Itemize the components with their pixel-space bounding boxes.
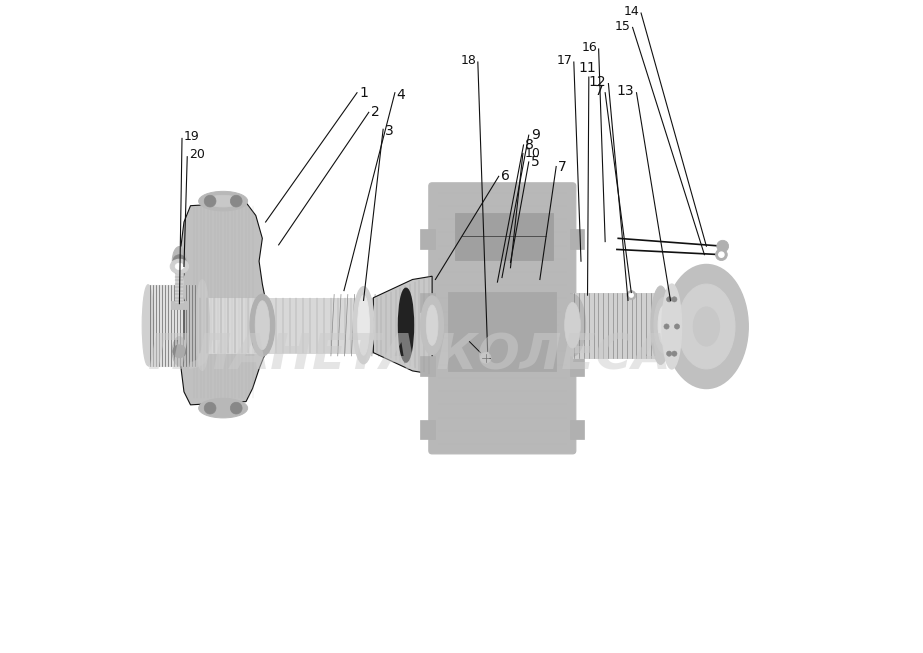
Ellipse shape <box>173 337 186 366</box>
Circle shape <box>204 402 216 414</box>
Text: 9: 9 <box>531 128 540 142</box>
Ellipse shape <box>142 285 154 366</box>
Text: 18: 18 <box>461 54 476 67</box>
Ellipse shape <box>358 295 369 355</box>
Text: 11: 11 <box>578 61 595 75</box>
Text: 12: 12 <box>589 74 606 89</box>
Circle shape <box>675 324 679 329</box>
Text: 4: 4 <box>396 88 405 102</box>
Circle shape <box>231 195 242 207</box>
FancyBboxPatch shape <box>429 183 576 454</box>
Ellipse shape <box>195 279 210 371</box>
Circle shape <box>664 324 669 329</box>
Ellipse shape <box>255 300 270 350</box>
Ellipse shape <box>662 284 681 369</box>
Circle shape <box>672 351 677 357</box>
Text: 10: 10 <box>525 147 541 160</box>
Circle shape <box>173 255 186 268</box>
Text: 13: 13 <box>617 84 634 98</box>
Text: 1: 1 <box>360 86 368 100</box>
Circle shape <box>666 296 672 302</box>
Polygon shape <box>181 202 266 405</box>
Ellipse shape <box>402 293 417 358</box>
Ellipse shape <box>250 294 275 357</box>
Circle shape <box>629 293 633 297</box>
Text: 7: 7 <box>594 84 604 99</box>
Text: 2: 2 <box>371 105 380 119</box>
Ellipse shape <box>426 305 438 345</box>
Bar <box>449 292 557 371</box>
Ellipse shape <box>658 306 670 345</box>
Text: 7: 7 <box>558 159 567 174</box>
Bar <box>455 213 553 260</box>
Ellipse shape <box>173 246 186 276</box>
Bar <box>569 293 584 312</box>
Ellipse shape <box>559 294 585 357</box>
Circle shape <box>481 353 491 363</box>
Bar <box>420 356 435 375</box>
Text: ПЛАНЕТА КОЛЕСА: ПЛАНЕТА КОЛЕСА <box>148 332 671 380</box>
Text: 8: 8 <box>525 138 534 152</box>
Bar <box>148 285 197 366</box>
Polygon shape <box>373 276 432 374</box>
Ellipse shape <box>399 289 414 362</box>
Bar <box>569 420 584 439</box>
Bar <box>175 274 184 302</box>
Circle shape <box>231 402 242 414</box>
Text: 5: 5 <box>531 155 539 169</box>
Ellipse shape <box>565 302 581 348</box>
Ellipse shape <box>421 296 444 355</box>
Ellipse shape <box>665 264 749 389</box>
Ellipse shape <box>677 284 735 369</box>
Text: 16: 16 <box>581 40 597 54</box>
Ellipse shape <box>693 307 720 346</box>
Text: 17: 17 <box>557 54 572 67</box>
Bar <box>197 298 413 353</box>
Circle shape <box>627 291 636 300</box>
Text: 3: 3 <box>385 123 394 138</box>
Ellipse shape <box>170 259 188 274</box>
Bar <box>572 293 657 358</box>
Ellipse shape <box>175 263 184 270</box>
Bar <box>420 229 435 249</box>
Text: 14: 14 <box>624 5 640 18</box>
Bar <box>569 229 584 249</box>
Circle shape <box>173 345 186 358</box>
Ellipse shape <box>354 287 374 364</box>
Circle shape <box>719 252 724 257</box>
Text: 6: 6 <box>500 169 509 183</box>
Text: 19: 19 <box>184 130 199 143</box>
Bar <box>569 356 584 375</box>
Bar <box>171 301 188 309</box>
Circle shape <box>672 296 677 302</box>
Bar <box>420 293 435 312</box>
Text: 15: 15 <box>615 20 630 33</box>
Circle shape <box>204 195 216 207</box>
Circle shape <box>717 240 728 252</box>
Ellipse shape <box>198 191 247 211</box>
Ellipse shape <box>651 286 670 364</box>
Ellipse shape <box>198 398 247 418</box>
Text: 20: 20 <box>189 148 205 161</box>
Circle shape <box>666 351 672 357</box>
Ellipse shape <box>654 297 674 353</box>
Circle shape <box>715 249 727 261</box>
Bar <box>420 420 435 439</box>
Ellipse shape <box>205 195 241 207</box>
